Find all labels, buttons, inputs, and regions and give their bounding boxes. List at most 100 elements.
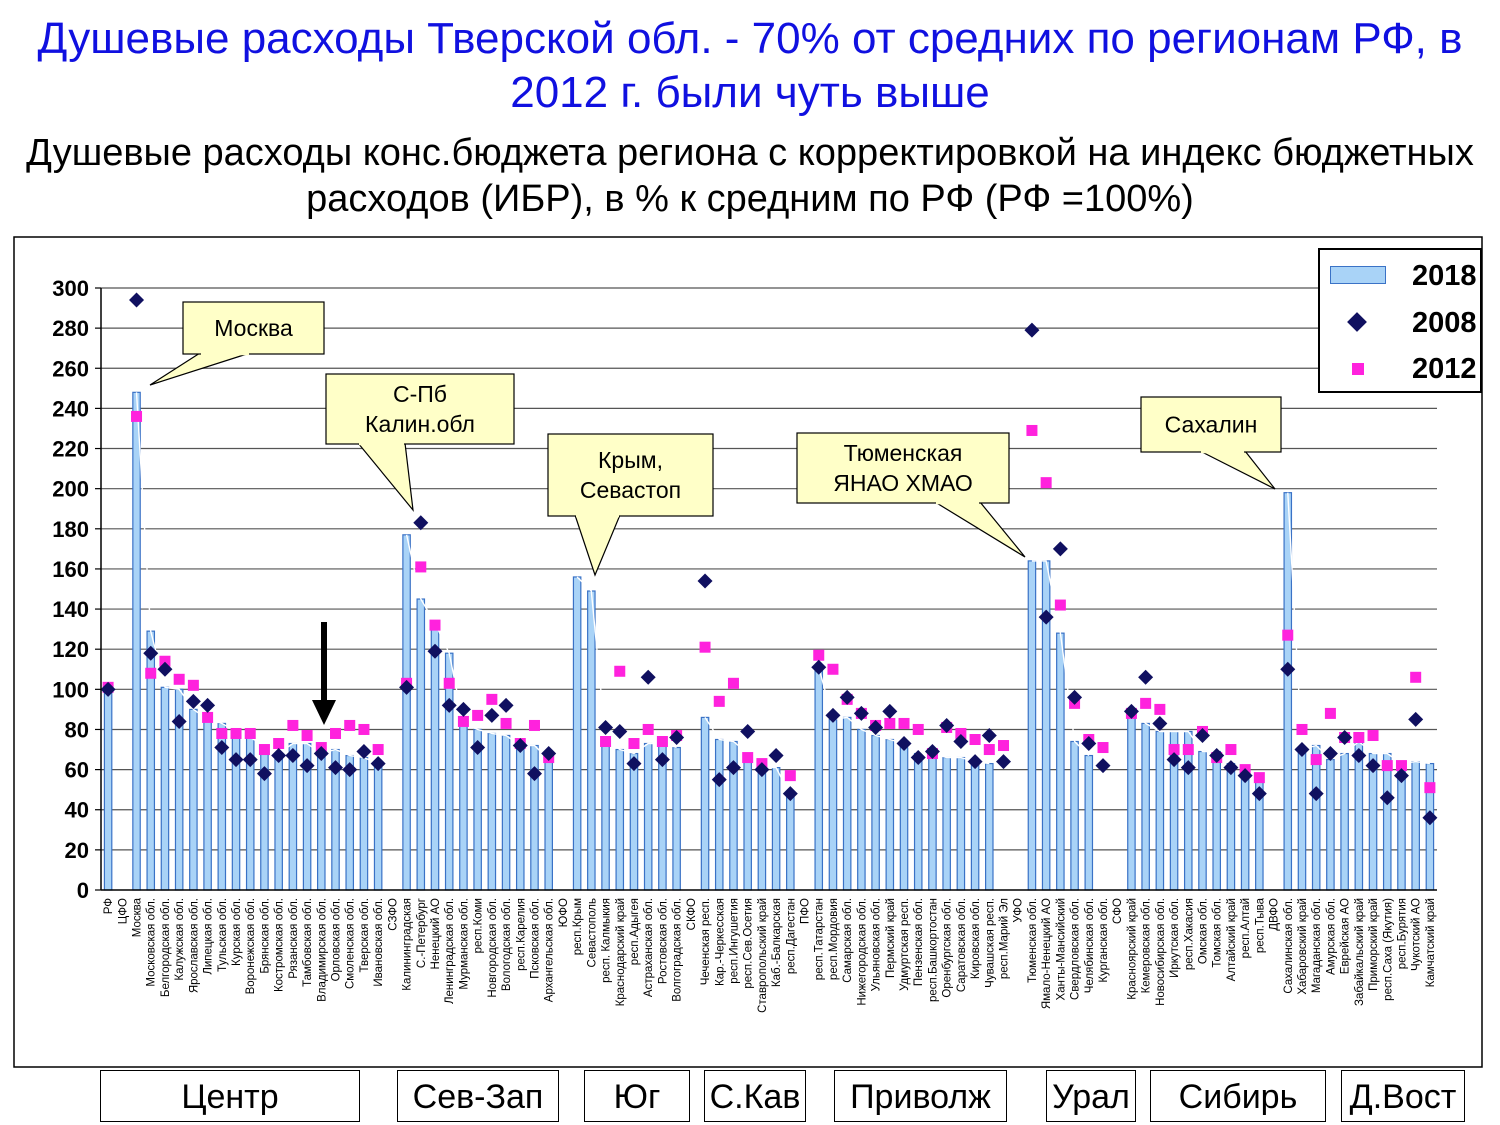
marker-2008 (1308, 786, 1324, 802)
bar-2018 (1155, 730, 1165, 891)
x-tick-label: Ненецкий АО (430, 898, 442, 970)
chart-subtitle: Душевые расходы конс.бюджета региона с к… (26, 132, 1474, 220)
bar-2018 (970, 760, 980, 891)
bar-2018 (1198, 750, 1207, 891)
marker-2008 (470, 740, 486, 756)
x-tick-label: Новосибирская обл. (1155, 898, 1167, 1006)
marker-2008 (654, 752, 670, 768)
marker-2008 (143, 645, 159, 661)
x-tick-label: респ.Марий Эл (999, 898, 1011, 979)
marker-2008 (1223, 760, 1239, 776)
x-tick-label: Пензенская обл. (913, 898, 925, 986)
bar-2018 (1340, 752, 1349, 891)
legend-label-2008: 2008 (1412, 307, 1477, 339)
callout-spb: С-Пб Калин.обл (325, 373, 515, 512)
x-tick-label: Сахалинская обл. (1283, 898, 1295, 994)
marker-2008 (725, 760, 741, 776)
x-tick-label: Приморский край (1368, 898, 1380, 991)
x-tick-label: СКФО (686, 898, 698, 930)
x-tick-label: Астраханская обл. (643, 898, 655, 997)
marker-2012 (344, 719, 356, 731)
x-tick-label: Орловская обл. (331, 898, 343, 981)
x-tick-label: Камчатский край (1425, 898, 1437, 987)
marker-2008 (1393, 768, 1409, 784)
marker-2008 (640, 669, 656, 685)
x-tick-label: Калининградская (402, 898, 414, 991)
bar-2018 (1382, 752, 1392, 891)
bar-2018 (1212, 750, 1221, 891)
x-tick-label: Пермский край (885, 898, 897, 978)
x-tick-label: Краснодарский край (615, 898, 627, 1006)
bar-2018 (828, 718, 838, 891)
marker-2012 (202, 711, 214, 723)
marker-2012 (983, 744, 995, 756)
marker-2008 (313, 746, 329, 762)
x-tick-label: Новгородская обл. (487, 898, 499, 998)
marker-2008 (996, 754, 1012, 770)
y-tick-label: 120 (52, 637, 89, 662)
x-tick-label: Чеченская респ. (700, 898, 712, 985)
bar-2018 (1226, 762, 1236, 891)
marker-2012 (159, 655, 171, 667)
region-south: Юг (584, 1070, 690, 1122)
legend: 2018 2008 2012 (1318, 248, 1482, 393)
marker-2012 (1353, 731, 1365, 743)
marker-2008 (100, 681, 116, 697)
marker-2008 (1024, 322, 1040, 338)
bar-2018 (1127, 710, 1136, 891)
bar-2018 (615, 748, 625, 891)
x-tick-label: Ивановская обл. (373, 898, 385, 987)
x-tick-label: ПФО (800, 898, 812, 924)
marker-2008 (1052, 541, 1068, 557)
marker-2012 (187, 679, 199, 691)
marker-2008 (1337, 729, 1353, 745)
marker-2012 (230, 727, 242, 739)
marker-2012 (173, 673, 185, 685)
bar-2018 (871, 734, 880, 891)
x-tick-label: респ.Коми (473, 898, 485, 953)
marker-2008 (1209, 748, 1225, 764)
x-tick-label: ДВФО (1269, 898, 1281, 931)
marker-2008 (1067, 689, 1083, 705)
marker-2012 (145, 667, 157, 679)
marker-2012 (1253, 772, 1265, 784)
marker-2008 (1180, 760, 1196, 776)
x-tick-label: Псковская обл. (529, 898, 541, 979)
marker-2012 (1054, 599, 1066, 611)
y-tick-label: 180 (52, 517, 89, 542)
y-tick-label: 160 (52, 557, 89, 582)
markers-2008 (100, 292, 1438, 826)
marker-2008 (356, 744, 372, 760)
bar-2018 (1070, 740, 1079, 891)
marker-2008 (882, 703, 898, 719)
chart-title: Душевые расходы Тверской обл. - 70% от с… (37, 14, 1463, 117)
marker-2008 (1280, 661, 1296, 677)
marker-2008 (1166, 752, 1182, 768)
x-tick-label: Забайкальский край (1354, 898, 1366, 1006)
region-volga: Приволж (834, 1070, 1007, 1122)
x-tick-label: Еврейская АО (1340, 898, 1352, 974)
y-tick-label: 140 (52, 597, 89, 622)
marker-2008 (697, 573, 713, 589)
bar-2018 (1141, 722, 1150, 891)
callout-box (182, 301, 325, 355)
marker-2012 (827, 663, 839, 675)
marker-2012 (642, 723, 654, 735)
marker-2008 (498, 697, 514, 713)
marker-2012 (600, 736, 612, 748)
x-tick-label: Омская обл. (1197, 898, 1209, 964)
x-tick-label: Курганская обл. (1098, 898, 1110, 983)
marker-2012 (614, 665, 626, 677)
marker-2012 (1140, 697, 1152, 709)
y-tick-label: 60 (65, 758, 89, 783)
marker-2008 (939, 717, 955, 733)
x-tick-label: Оренбургская обл. (942, 898, 954, 998)
marker-2012 (216, 727, 228, 739)
marker-2012 (969, 734, 981, 745)
marker-2008 (1365, 758, 1381, 774)
x-tick-label: Ульяновская обл. (871, 898, 883, 991)
marker-2012 (1296, 723, 1308, 735)
x-tick-label: Тюменская обл. (1027, 898, 1039, 983)
x-tick-label: Челябинская обл. (1084, 898, 1096, 993)
x-tick-label: Тульская обл. (217, 898, 229, 972)
